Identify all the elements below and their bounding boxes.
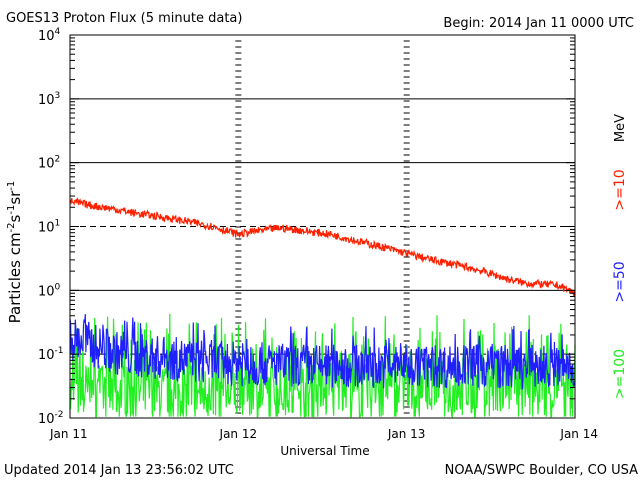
y-tick-label: 10-2: [38, 410, 64, 427]
y-tick-label: 101: [38, 219, 60, 236]
x-tick-label: Jan 13: [387, 427, 426, 441]
y-tick-label: 10-1: [38, 346, 64, 363]
y-tick-label: 100: [38, 282, 61, 299]
updated-time: Updated 2014 Jan 13 23:56:02 UTC: [4, 463, 234, 478]
legend-label: >=50: [612, 261, 628, 302]
series-line-1: [69, 314, 576, 391]
legend-label: >=10: [612, 169, 628, 210]
y-tick-label: 104: [38, 27, 61, 44]
legend: >=10 >=50 >=100 MeV: [612, 114, 628, 399]
x-tick-label: Jan 12: [219, 427, 258, 441]
plot-frame: [69, 34, 576, 419]
credit: NOAA/SWPC Boulder, CO USA: [445, 463, 638, 478]
axes: [69, 34, 576, 419]
y-tick-label: 102: [38, 155, 60, 172]
chart-title: GOES13 Proton Flux (5 minute data): [6, 11, 242, 26]
x-tick-label: Jan 14: [559, 427, 598, 441]
x-axis-label: Universal Time: [280, 444, 369, 458]
series-line-2: [69, 313, 576, 419]
y-tick-label: 103: [38, 91, 60, 108]
x-tick-label: Jan 11: [49, 427, 88, 441]
series-line-0: [69, 197, 576, 297]
unit-label: MeV: [613, 114, 628, 142]
series-layer: [69, 197, 576, 419]
x-tick-labels: Jan 11 Jan 12 Jan 13 Jan 14: [49, 427, 598, 441]
legend-label: >=100: [612, 349, 628, 399]
y-axis-label: Particles cm-2s-1sr-1: [6, 181, 24, 324]
begin-time: Begin: 2014 Jan 11 0000 UTC: [443, 16, 634, 31]
y-tick-labels: 10-2 10-1 100 101 102 103 104: [38, 27, 64, 427]
